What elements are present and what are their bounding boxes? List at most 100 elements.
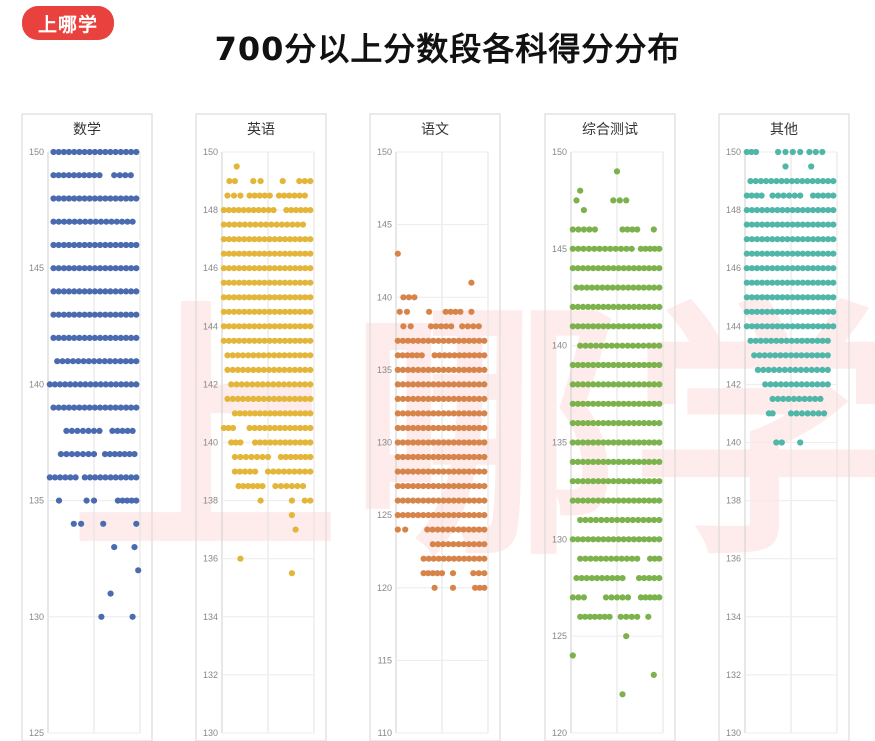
data-point bbox=[569, 536, 576, 543]
data-point bbox=[481, 453, 488, 461]
data-point bbox=[97, 241, 104, 249]
data-point bbox=[107, 590, 114, 597]
data-point bbox=[481, 337, 488, 344]
data-point bbox=[819, 366, 826, 373]
data-point bbox=[410, 453, 417, 461]
data-point bbox=[96, 427, 103, 434]
y-tick-label: 134 bbox=[203, 612, 218, 622]
data-point bbox=[225, 265, 232, 272]
data-point bbox=[753, 323, 761, 330]
data-point bbox=[394, 352, 401, 359]
data-point bbox=[242, 453, 249, 461]
data-point bbox=[587, 516, 594, 524]
data-point bbox=[297, 279, 304, 286]
data-point bbox=[440, 337, 447, 344]
data-point bbox=[748, 265, 756, 272]
data-point bbox=[301, 178, 308, 185]
data-point bbox=[620, 458, 627, 465]
y-tick-label: 148 bbox=[726, 205, 741, 215]
data-point bbox=[262, 221, 270, 228]
data-point bbox=[579, 458, 587, 465]
data-point bbox=[824, 366, 831, 373]
data-point bbox=[743, 265, 750, 272]
data-point bbox=[256, 424, 263, 432]
y-tick-label: 145 bbox=[552, 244, 567, 254]
data-point bbox=[297, 294, 304, 301]
data-point bbox=[272, 483, 279, 490]
data-point bbox=[292, 439, 299, 446]
data-point bbox=[241, 265, 248, 272]
data-point bbox=[296, 192, 303, 199]
data-point bbox=[773, 178, 780, 185]
data-point bbox=[815, 192, 822, 199]
data-point bbox=[271, 395, 278, 402]
data-point bbox=[468, 279, 475, 286]
data-point bbox=[404, 483, 412, 490]
data-point bbox=[616, 197, 623, 204]
data-point bbox=[302, 366, 309, 373]
data-point bbox=[605, 400, 612, 407]
data-point bbox=[579, 439, 587, 446]
page-title: 700分以上分数段各科得分分布 bbox=[214, 30, 681, 68]
data-point bbox=[821, 410, 828, 417]
data-point bbox=[435, 366, 442, 373]
data-point bbox=[779, 265, 786, 272]
data-point bbox=[117, 474, 124, 481]
data-point bbox=[579, 361, 587, 369]
data-point bbox=[133, 381, 140, 388]
data-point bbox=[271, 279, 278, 286]
data-point bbox=[635, 265, 643, 272]
data-point bbox=[799, 207, 806, 214]
data-point bbox=[769, 207, 776, 214]
data-point bbox=[579, 323, 587, 330]
data-point bbox=[769, 265, 776, 272]
data-point bbox=[579, 497, 587, 504]
data-point bbox=[420, 483, 427, 490]
data-point bbox=[466, 468, 473, 475]
data-point bbox=[297, 207, 304, 214]
data-point bbox=[415, 395, 422, 402]
data-point bbox=[748, 279, 756, 286]
y-tick-label: 125 bbox=[377, 510, 392, 520]
data-point bbox=[86, 334, 93, 341]
data-point bbox=[743, 148, 750, 156]
data-point bbox=[438, 570, 446, 577]
data-point bbox=[797, 439, 804, 446]
data-point bbox=[230, 337, 238, 344]
data-point bbox=[399, 468, 406, 475]
data-point bbox=[830, 308, 837, 315]
data-point bbox=[124, 427, 131, 434]
y-tick-label: 144 bbox=[203, 321, 218, 331]
data-point bbox=[435, 453, 442, 461]
data-point bbox=[50, 334, 57, 341]
data-point bbox=[394, 453, 401, 461]
data-point bbox=[451, 352, 458, 359]
data-point bbox=[604, 575, 611, 582]
data-point bbox=[434, 570, 441, 577]
data-point bbox=[630, 381, 638, 388]
data-point bbox=[424, 526, 431, 533]
data-point bbox=[794, 250, 801, 257]
data-point bbox=[287, 424, 294, 432]
data-point bbox=[232, 439, 239, 446]
data-point bbox=[79, 427, 87, 434]
data-point bbox=[779, 250, 786, 257]
data-point bbox=[92, 218, 99, 225]
data-point bbox=[623, 555, 631, 562]
data-point bbox=[241, 279, 248, 286]
data-point bbox=[435, 468, 442, 475]
data-point bbox=[759, 323, 766, 330]
data-point bbox=[438, 323, 445, 330]
data-point bbox=[128, 311, 135, 318]
data-point bbox=[122, 288, 130, 295]
data-point bbox=[635, 439, 643, 446]
data-point bbox=[777, 352, 784, 359]
data-point bbox=[769, 410, 776, 417]
data-point bbox=[430, 366, 437, 373]
data-point bbox=[603, 342, 610, 349]
data-point bbox=[635, 284, 642, 291]
data-point bbox=[277, 410, 284, 417]
data-point bbox=[86, 404, 93, 411]
data-point bbox=[783, 178, 790, 185]
data-point bbox=[646, 265, 653, 272]
